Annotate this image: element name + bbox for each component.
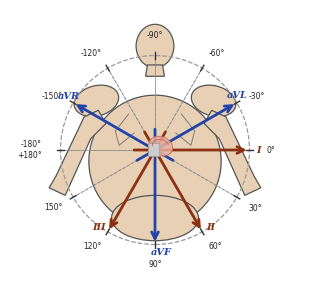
Ellipse shape: [136, 24, 174, 68]
Text: -90°: -90°: [147, 32, 163, 40]
Polygon shape: [89, 95, 221, 227]
Text: 150°: 150°: [44, 203, 63, 212]
Text: 0°: 0°: [267, 146, 275, 154]
Text: -150°: -150°: [42, 92, 63, 101]
Polygon shape: [146, 65, 164, 76]
Text: -30°: -30°: [248, 92, 265, 100]
Text: -60°: -60°: [208, 49, 225, 58]
Text: II: II: [206, 223, 215, 232]
FancyBboxPatch shape: [148, 143, 160, 157]
Text: 90°: 90°: [148, 260, 162, 268]
Text: III: III: [92, 223, 106, 232]
Text: aVR: aVR: [57, 92, 79, 100]
Polygon shape: [204, 110, 261, 195]
Text: aVF: aVF: [151, 248, 172, 256]
Ellipse shape: [112, 195, 198, 241]
Polygon shape: [49, 110, 106, 195]
Ellipse shape: [191, 85, 236, 117]
Ellipse shape: [74, 85, 119, 117]
Text: 120°: 120°: [83, 242, 102, 251]
Text: aVL: aVL: [226, 91, 247, 100]
Text: 60°: 60°: [208, 242, 222, 251]
Ellipse shape: [149, 136, 173, 156]
Text: -120°: -120°: [81, 49, 102, 58]
Text: I: I: [257, 146, 261, 154]
Text: -180°
+180°: -180° +180°: [17, 140, 42, 160]
Text: 30°: 30°: [248, 204, 262, 213]
